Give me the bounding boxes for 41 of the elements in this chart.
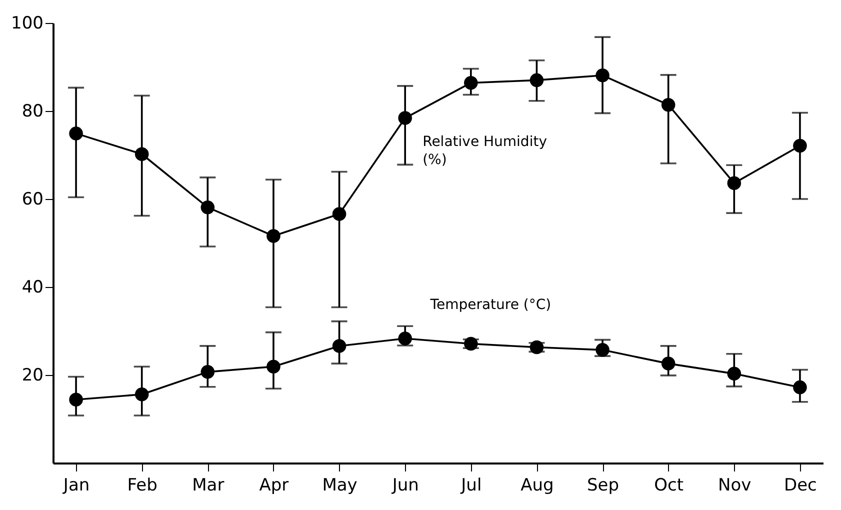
point — [134, 387, 149, 402]
y-tick-label: 60 — [22, 190, 44, 210]
x-tick-label: Mar — [192, 476, 224, 496]
point — [200, 365, 215, 379]
point — [200, 200, 215, 214]
x-tick-label: Dec — [784, 476, 817, 496]
point — [596, 68, 610, 82]
point — [793, 138, 807, 153]
x-tick-label: Aug — [520, 476, 554, 496]
point — [266, 229, 280, 243]
point — [661, 356, 676, 370]
point — [661, 98, 676, 112]
y-tick-label: 100 — [11, 14, 44, 34]
y-tick-label: 20 — [22, 366, 44, 386]
x-tick-label: Jan — [62, 476, 90, 496]
point — [332, 339, 346, 353]
x-tick-label: Jul — [460, 476, 482, 496]
y-tick-label: 40 — [22, 278, 44, 298]
point — [464, 76, 478, 90]
point — [398, 111, 412, 125]
x-tick-label: Apr — [259, 476, 289, 496]
x-tick-label: Jun — [391, 476, 419, 496]
annotation: Temperature (°C) — [429, 297, 552, 313]
point — [332, 207, 346, 221]
point — [134, 147, 149, 161]
x-tick-label: May — [322, 476, 358, 496]
point — [727, 366, 742, 381]
x-tick-label: Oct — [654, 476, 684, 496]
y-tick-label: 80 — [22, 102, 44, 122]
point — [596, 343, 610, 357]
annotation: Relative Humidity (%) — [422, 134, 547, 168]
point — [69, 392, 83, 407]
x-tick-label: Sep — [587, 476, 620, 496]
point — [727, 176, 742, 190]
point — [69, 126, 83, 140]
x-tick-label: Feb — [127, 476, 158, 496]
x-tick-label: Nov — [718, 476, 752, 496]
point — [530, 73, 544, 88]
point — [793, 380, 807, 394]
point — [266, 360, 280, 374]
point — [398, 332, 412, 346]
